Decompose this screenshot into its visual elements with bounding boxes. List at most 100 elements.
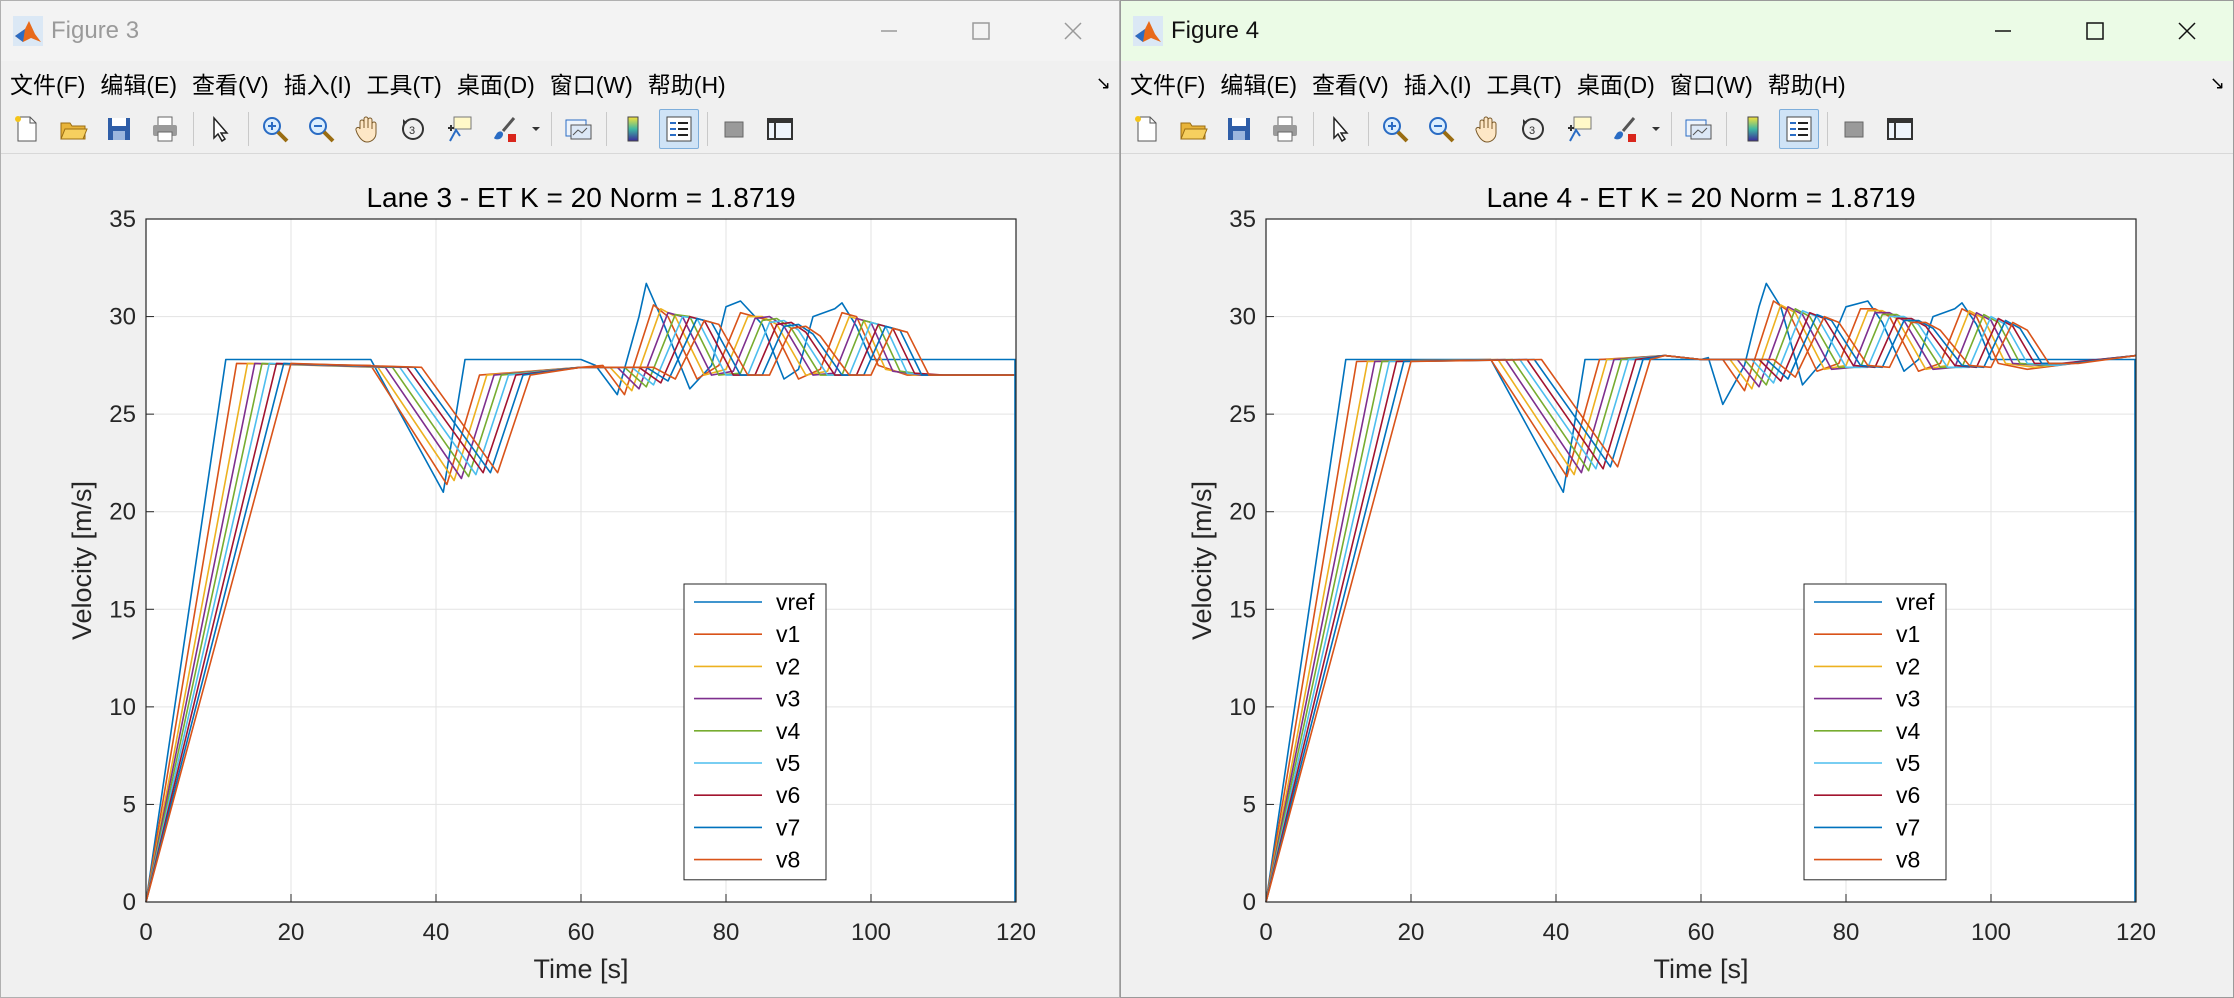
legend-label: v2	[1896, 653, 1920, 679]
menu-help[interactable]: 帮助(H)	[647, 72, 726, 98]
title-bar[interactable]: Figure 4	[1121, 1, 2233, 61]
legend: vref v1 v2 v3 v4 v5 v6 v7 v8	[1803, 583, 1947, 881]
title-bar[interactable]: Figure 3	[1, 1, 1119, 61]
series-line-v7	[1265, 313, 2137, 903]
colorbar-icon	[627, 116, 639, 142]
x-axis-label: Time [s]	[533, 954, 628, 984]
maximize-button[interactable]	[2049, 1, 2141, 61]
menu-window[interactable]: 窗口(W)	[1669, 72, 1753, 98]
chevron-down-icon	[1652, 127, 1660, 131]
open-file-button[interactable]	[1173, 109, 1213, 149]
y-tick-label: 25	[109, 401, 136, 428]
brush-button[interactable]	[485, 109, 525, 149]
zoom-out-button[interactable]	[301, 109, 341, 149]
velocity-chart[interactable]: 0 20 40 60 80 100 120 0 5 10 15 20 25 30 35 Lane 4 - ET…	[1121, 154, 2233, 998]
print-button[interactable]	[1265, 109, 1305, 149]
zoom-in-button[interactable]	[1375, 109, 1415, 149]
menu-view[interactable]: 查看(V)	[1312, 72, 1389, 98]
menu-file[interactable]: 文件(F)	[10, 72, 86, 98]
velocity-chart[interactable]: 0 20 40 60 80 100 120 0 5 10 15 20 25 30 35 Lane 3 - ET…	[1, 154, 1119, 998]
legend-icon	[1786, 116, 1812, 142]
pan-button[interactable]	[347, 109, 387, 149]
dock-icon[interactable]: ↘	[2209, 73, 2225, 93]
save-button[interactable]	[99, 109, 139, 149]
legend-label: v4	[776, 718, 801, 744]
pan-button[interactable]	[1467, 109, 1507, 149]
zoom-out-button[interactable]	[1421, 109, 1461, 149]
insert-legend-button[interactable]	[659, 109, 699, 149]
select-tool-button[interactable]	[200, 109, 240, 149]
data-tips-icon	[448, 116, 472, 142]
legend-label: v3	[776, 686, 800, 712]
link-plot-button[interactable]	[558, 109, 598, 149]
axes-box	[1265, 218, 2137, 903]
hide-plot-tools-button[interactable]	[714, 109, 754, 149]
show-plot-tools-button[interactable]	[1880, 109, 1920, 149]
data-cursor-button[interactable]	[439, 109, 479, 149]
open-file-button[interactable]	[53, 109, 93, 149]
series-line-v5	[1265, 309, 2137, 903]
close-icon	[1064, 22, 1082, 40]
close-button[interactable]	[1027, 1, 1119, 61]
save-icon	[1228, 118, 1250, 140]
insert-colorbar-button[interactable]	[613, 109, 653, 149]
maximize-button[interactable]	[935, 1, 1027, 61]
legend-label: v7	[776, 814, 800, 840]
new-figure-button[interactable]	[1127, 109, 1167, 149]
x-tick-label: 20	[278, 919, 305, 946]
series-line-v8	[145, 319, 1016, 903]
save-button[interactable]	[1219, 109, 1259, 149]
y-tick-label: 20	[1229, 499, 1256, 526]
x-tick-label: 120	[996, 919, 1036, 946]
legend-label: v2	[776, 653, 800, 679]
brush-button[interactable]	[1605, 109, 1645, 149]
print-icon	[153, 116, 177, 142]
brush-dropdown-arrow[interactable]	[531, 109, 543, 149]
menu-edit[interactable]: 编辑(E)	[1220, 72, 1298, 98]
menu-help[interactable]: 帮助(H)	[1767, 72, 1846, 98]
menu-desktop[interactable]: 桌面(D)	[1576, 72, 1655, 98]
hide-plot-tools-button[interactable]	[1834, 109, 1874, 149]
y-tick-label: 5	[123, 791, 136, 818]
x-tick-label: 100	[1971, 919, 2011, 946]
axes-box	[145, 218, 1017, 903]
select-tool-button[interactable]	[1320, 109, 1360, 149]
minimize-button[interactable]	[1957, 1, 2049, 61]
legend-label: v5	[1896, 750, 1920, 776]
menu-file[interactable]: 文件(F)	[1130, 72, 1206, 98]
close-button[interactable]	[2141, 1, 2233, 61]
minimize-button[interactable]	[843, 1, 935, 61]
rotate-3d-button[interactable]: 3	[393, 109, 433, 149]
legend-label: vref	[776, 589, 815, 615]
show-plot-tools-icon	[1887, 118, 1913, 140]
data-cursor-button[interactable]	[1559, 109, 1599, 149]
link-plot-button[interactable]	[1678, 109, 1718, 149]
y-tick-label: 20	[109, 499, 136, 526]
menu-window[interactable]: 窗口(W)	[549, 72, 633, 98]
print-button[interactable]	[145, 109, 185, 149]
menu-tools[interactable]: 工具(T)	[1486, 72, 1562, 98]
dock-icon[interactable]: ↘	[1095, 73, 1111, 93]
minimize-icon	[881, 30, 897, 32]
show-plot-tools-button[interactable]	[760, 109, 800, 149]
menu-desktop[interactable]: 桌面(D)	[456, 72, 535, 98]
insert-legend-button[interactable]	[1779, 109, 1819, 149]
new-figure-button[interactable]	[7, 109, 47, 149]
rotate-3d-button[interactable]: 3	[1513, 109, 1553, 149]
x-tick-label: 0	[139, 919, 152, 946]
menu-tools[interactable]: 工具(T)	[366, 72, 442, 98]
menu-insert[interactable]: 插入(I)	[283, 72, 352, 98]
menu-edit[interactable]: 编辑(E)	[100, 72, 178, 98]
insert-colorbar-button[interactable]	[1733, 109, 1773, 149]
zoom-in-button[interactable]	[255, 109, 295, 149]
legend-box	[683, 583, 827, 881]
legend-label: vref	[1896, 589, 1935, 615]
menu-insert[interactable]: 插入(I)	[1403, 72, 1472, 98]
brush-dropdown-arrow[interactable]	[1651, 109, 1663, 149]
y-tick-label: 10	[109, 694, 136, 721]
menu-view[interactable]: 查看(V)	[192, 72, 269, 98]
y-axis-label: Velocity [m/s]	[67, 481, 97, 640]
figure-canvas: 0 20 40 60 80 100 120 0 5 10 15 20 25 30 35 Lane 3 - ET…	[1, 154, 1119, 998]
zoom-out-icon	[1429, 117, 1455, 143]
legend-label: v3	[1896, 686, 1920, 712]
